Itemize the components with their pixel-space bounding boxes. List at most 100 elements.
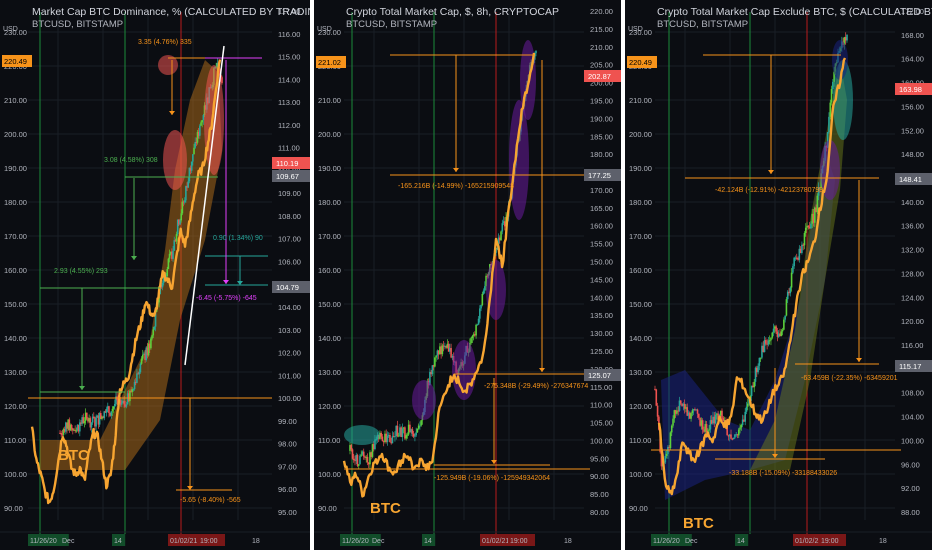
chart-canvas[interactable]: 230.00220.00210.00200.00190.00180.00170.… (314, 0, 621, 550)
candle-body (704, 424, 707, 432)
chart-panel-btc-dominance[interactable]: 230.00220.00210.00200.00190.00180.00170.… (0, 0, 310, 550)
candle-body (475, 324, 477, 336)
candle-body (124, 404, 127, 407)
candle-body (112, 406, 115, 409)
candle-body (360, 454, 363, 456)
candle-body (218, 68, 221, 75)
chart-canvas[interactable]: 230.00220.00210.00200.00190.00180.00170.… (625, 0, 932, 550)
right-axis-tick: 170.00 (590, 186, 613, 195)
candle-body (65, 422, 67, 432)
candle-body (794, 257, 797, 259)
candle-body (105, 408, 108, 413)
candle-body (676, 410, 678, 414)
chart-panel-total-market-cap[interactable]: 230.00 220.00 210.00 200.00 190.00 180.00 170.… (314, 0, 621, 550)
measurement-label: 2.93 (4.55%) 293 (54, 268, 108, 275)
x-axis-tick: 18 (564, 538, 572, 545)
highlight-blob (833, 60, 853, 140)
candle-body (62, 429, 65, 435)
candle-body (63, 429, 66, 432)
x-axis-tick: 01/02/21 (482, 538, 509, 545)
price-badge-text: 104.79 (276, 283, 299, 292)
candle-body (352, 458, 355, 461)
candle-body (67, 419, 69, 429)
x-axis-tick: 11/26/20 (653, 538, 680, 545)
x-axis-tick: 14 (424, 538, 432, 545)
candle-body (758, 357, 761, 366)
candle-body (70, 424, 73, 429)
left-axis-tick: 110.00 (318, 436, 340, 445)
left-axis-tick: 130.00 (318, 368, 341, 377)
right-axis-tick: 115.00 (590, 383, 612, 392)
left-axis-tick: 180.00 (629, 198, 652, 207)
candle-body (419, 425, 421, 427)
candle-body (442, 345, 445, 347)
left-axis-tick: 150.00 (629, 300, 652, 309)
left-price-badge-text: 220.49 (629, 58, 652, 67)
candle-body (757, 365, 759, 373)
right-axis-tick: 164.00 (901, 55, 924, 64)
candle-body (734, 434, 736, 438)
candle-body (678, 400, 681, 411)
candle-body (815, 207, 817, 213)
price-badge (584, 70, 621, 82)
candle-body (179, 220, 181, 225)
date-badge (651, 534, 692, 546)
chart-canvas[interactable]: 230.00220.00210.00200.00190.00180.00170.… (0, 0, 310, 550)
measure-arrowhead (131, 256, 137, 260)
candle-body (716, 413, 718, 415)
candle-body (106, 406, 109, 409)
candle-body (806, 225, 808, 228)
candle-body (450, 348, 452, 358)
candle-body (482, 290, 485, 294)
right-axis-tick: 108.00 (901, 389, 924, 398)
candle-body (401, 428, 404, 438)
panel-title: Crypto Total Market Cap, $, 8h, CRYPTOCA… (346, 6, 560, 18)
candle-body (790, 272, 793, 288)
left-axis-tick: 120.00 (629, 402, 652, 411)
right-axis-tick: 88.00 (901, 508, 920, 517)
candle-body (84, 412, 87, 422)
candle-body (813, 207, 816, 223)
left-axis-tick: 190.00 (4, 164, 27, 173)
right-axis-tick: 172.00 (901, 7, 924, 16)
date-badge (28, 534, 69, 546)
candle-body (664, 455, 667, 463)
date-badge (112, 534, 126, 546)
candle-body (392, 436, 395, 438)
candle-body (386, 435, 389, 442)
candle-body (148, 343, 151, 349)
panel-subtitle: BTCUSD, BITSTAMP (32, 19, 124, 30)
candle-body (188, 167, 191, 182)
chart-panel-total-market-cap-ex-btc[interactable]: 230.00220.00210.00200.00190.00180.00170.… (625, 0, 932, 550)
candle-body (496, 247, 499, 249)
candle-body (130, 390, 132, 392)
candle-body (741, 419, 744, 426)
candle-body (132, 389, 135, 391)
candle-body (381, 436, 384, 442)
candle-body (434, 357, 436, 367)
right-axis-tick: 102.00 (278, 349, 301, 358)
candle-body (193, 147, 195, 155)
candle-body (713, 416, 716, 424)
candle-body (698, 413, 700, 418)
left-axis-tick: 100.00 (318, 470, 341, 479)
left-axis-tick: 210.00 (629, 96, 652, 105)
right-axis-tick: 100.00 (590, 436, 613, 445)
left-axis-tick: 140.00 (629, 334, 652, 343)
candle-body (364, 456, 366, 458)
x-axis-tick: Dec (372, 538, 385, 545)
right-axis-tick: 109.00 (278, 189, 301, 198)
candle-body (354, 460, 356, 462)
candle-body (765, 340, 767, 344)
candle-body (692, 409, 695, 411)
left-axis-tick: 160.00 (318, 266, 341, 275)
candle-body (195, 142, 198, 144)
candle-body (750, 385, 753, 396)
right-axis-tick: 148.00 (901, 150, 924, 159)
x-axis-tick: Dec (685, 538, 698, 545)
candle-body (357, 464, 360, 466)
right-axis-tick: 130.00 (590, 329, 613, 338)
candle-body (739, 427, 741, 430)
left-axis-tick: 160.00 (4, 266, 27, 275)
candle-body (759, 357, 762, 359)
